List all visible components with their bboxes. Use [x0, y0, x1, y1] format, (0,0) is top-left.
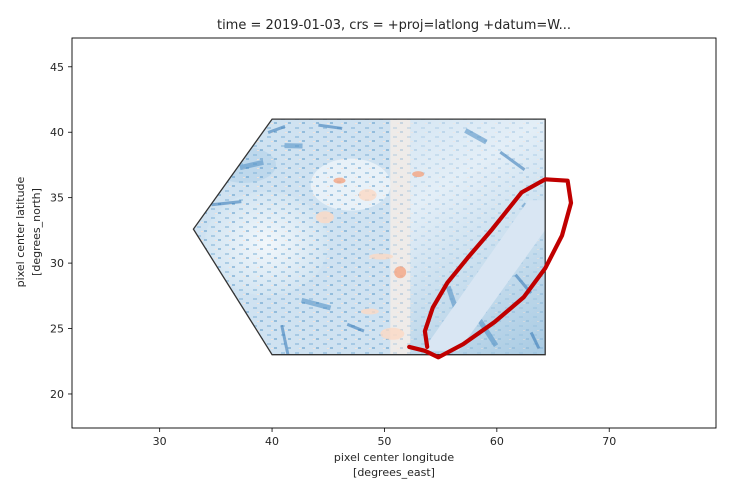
anomaly-patch [333, 177, 346, 184]
anomaly-patch [360, 308, 379, 315]
y-tick-label: 35 [50, 192, 64, 205]
y-tick-label: 20 [50, 388, 64, 401]
y-tick-label: 30 [50, 257, 64, 270]
y-tick-label: 40 [50, 126, 64, 139]
x-tick-label: 70 [602, 435, 616, 448]
red-anomaly-patches [315, 171, 425, 340]
scene-streak [280, 324, 290, 355]
data-gap-stripe [422, 200, 546, 351]
scene-outline [192, 118, 546, 356]
scene-streak [267, 124, 286, 134]
scene-streak [239, 159, 264, 171]
scene-streak [499, 150, 526, 171]
x-tick-label: 30 [153, 435, 167, 448]
anomaly-patch [315, 211, 334, 224]
anomaly-patch [369, 253, 394, 260]
satellite-scene-raster [193, 119, 546, 355]
x-axis-label: pixel center longitude [334, 451, 454, 464]
scene-streak [464, 128, 488, 145]
scene-streak [445, 285, 459, 311]
scene-streak [477, 319, 499, 347]
scene-streak [529, 331, 541, 350]
y-tick-label: 45 [50, 61, 64, 74]
scene-streak [346, 322, 365, 333]
x-axis-unit-label: [degrees_east] [353, 466, 435, 479]
x-axis-ticks: 30 40 50 60 70 [153, 428, 616, 448]
y-tick-label: 25 [50, 323, 64, 336]
scene-streak [300, 297, 332, 311]
x-tick-label: 50 [377, 435, 391, 448]
y-axis-ticks: 20 25 30 35 40 45 [50, 61, 72, 401]
hand-drawn-highlight-loop [407, 177, 574, 360]
anomaly-patch [394, 266, 407, 279]
y-axis-label: pixel center latitude [14, 176, 27, 287]
anomaly-patch [358, 189, 377, 202]
scene-streak [284, 143, 303, 149]
x-tick-label: 60 [490, 435, 504, 448]
scene-streak [318, 123, 343, 130]
y-axis-unit-label: [degrees_north] [30, 188, 43, 276]
chart-title: time = 2019-01-03, crs = +proj=latlong +… [217, 18, 571, 33]
scene-streak [211, 200, 242, 207]
anomaly-patch [412, 171, 425, 178]
anomaly-patch [380, 327, 405, 340]
x-tick-label: 40 [265, 435, 279, 448]
